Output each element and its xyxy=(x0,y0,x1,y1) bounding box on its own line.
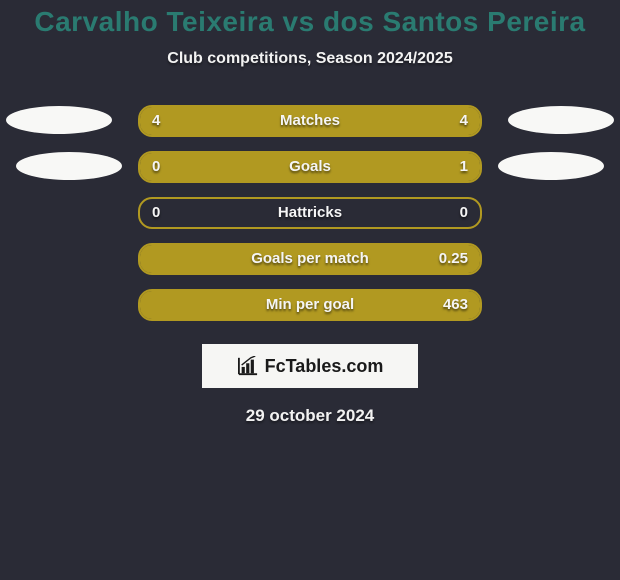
brand-box: FcTables.com xyxy=(202,344,418,388)
stat-label: Min per goal xyxy=(140,291,480,319)
stat-label: Matches xyxy=(140,107,480,135)
stat-bar: Min per goal463 xyxy=(138,289,482,321)
date-label: 29 october 2024 xyxy=(0,406,620,426)
stat-value-right: 0 xyxy=(460,199,468,227)
brand-text: FcTables.com xyxy=(265,356,384,377)
stat-row: Goals per match0.25 xyxy=(0,234,620,280)
stat-bar: 0Goals1 xyxy=(138,151,482,183)
stat-bar: 0Hattricks0 xyxy=(138,197,482,229)
comparison-card: Carvalho Teixeira vs dos Santos Pereira … xyxy=(0,0,620,580)
stat-value-right: 1 xyxy=(460,153,468,181)
stat-value-right: 0.25 xyxy=(439,245,468,273)
stat-rows: 4Matches40Goals10Hattricks0Goals per mat… xyxy=(0,96,620,326)
player-marker-right xyxy=(498,152,604,180)
bars-icon xyxy=(237,356,259,376)
player-marker-left xyxy=(16,152,122,180)
stat-row: 0Goals1 xyxy=(0,142,620,188)
stat-value-right: 4 xyxy=(460,107,468,135)
player-marker-left xyxy=(6,106,112,134)
stat-row: Min per goal463 xyxy=(0,280,620,326)
stat-label: Hattricks xyxy=(140,199,480,227)
stat-row: 4Matches4 xyxy=(0,96,620,142)
page-title: Carvalho Teixeira vs dos Santos Pereira xyxy=(0,0,620,38)
stat-label: Goals per match xyxy=(140,245,480,273)
stat-bar: 4Matches4 xyxy=(138,105,482,137)
player-marker-right xyxy=(508,106,614,134)
stat-value-right: 463 xyxy=(443,291,468,319)
stat-label: Goals xyxy=(140,153,480,181)
subtitle: Club competitions, Season 2024/2025 xyxy=(0,50,620,68)
stat-bar: Goals per match0.25 xyxy=(138,243,482,275)
stat-row: 0Hattricks0 xyxy=(0,188,620,234)
